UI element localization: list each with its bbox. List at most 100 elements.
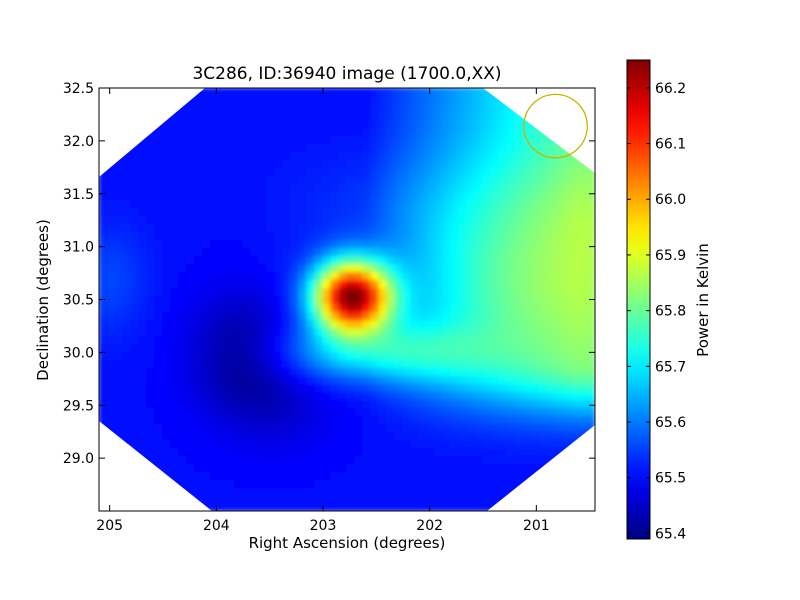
heatmap-cell [426, 286, 436, 297]
heatmap-cell [482, 215, 492, 225]
heatmap-cell [186, 151, 196, 161]
heatmap-cell [178, 247, 188, 257]
heatmap-cell [226, 502, 236, 511]
heatmap-cell [426, 231, 436, 241]
heatmap-cell [338, 88, 348, 97]
heatmap-cell [242, 342, 252, 352]
heatmap-cell [554, 111, 564, 121]
heatmap-cell [258, 231, 268, 241]
heatmap-cell [530, 247, 540, 257]
heatmap-cell [99, 486, 108, 496]
heatmap-cell [186, 310, 196, 321]
heatmap-cell [410, 374, 420, 384]
heatmap-cell [162, 199, 172, 209]
heatmap-cell [458, 366, 468, 376]
heatmap-cell [362, 398, 372, 408]
heatmap-cell [178, 119, 188, 129]
heatmap-cell [234, 334, 244, 344]
heatmap-cell [170, 88, 180, 97]
heatmap-cell [474, 167, 484, 177]
heatmap-cell [570, 366, 580, 376]
heatmap-cell [354, 175, 364, 185]
heatmap-cell [162, 223, 172, 233]
heatmap-cell [330, 135, 340, 145]
heatmap-cell [346, 159, 356, 169]
heatmap-cell [274, 350, 284, 360]
heatmap-cell [506, 119, 516, 129]
heatmap-cell [514, 446, 524, 456]
heatmap-cell [578, 390, 588, 400]
heatmap-cell [218, 318, 228, 329]
heatmap-cell [330, 191, 340, 201]
heatmap-cell [402, 374, 412, 384]
heatmap-cell [474, 294, 484, 305]
heatmap-cell [426, 454, 436, 464]
heatmap-cell [314, 494, 324, 504]
heatmap-cell [458, 390, 468, 400]
heatmap-cell [202, 502, 212, 511]
heatmap-cell [514, 262, 524, 273]
heatmap-cell [490, 454, 500, 464]
heatmap-cell [274, 239, 284, 249]
heatmap-cell [330, 334, 340, 344]
heatmap-cell [99, 470, 108, 480]
heatmap-cell [266, 88, 276, 97]
heatmap-cell [242, 326, 252, 337]
heatmap-cell [114, 159, 124, 169]
heatmap-cell [442, 374, 452, 384]
heatmap-cell [298, 366, 308, 376]
heatmap-cell [354, 334, 364, 344]
heatmap-cell [194, 294, 204, 305]
heatmap-cell [250, 502, 260, 511]
heatmap-cell [290, 278, 300, 289]
heatmap-cell [138, 334, 148, 344]
heatmap-cell [394, 239, 404, 249]
heatmap-cell [514, 334, 524, 344]
heatmap-cell [346, 223, 356, 233]
heatmap-cell [506, 366, 516, 376]
heatmap-cell [434, 398, 444, 408]
heatmap-cell [266, 207, 276, 217]
heatmap-cell [586, 358, 595, 368]
heatmap-cell [570, 390, 580, 400]
heatmap-cell [442, 95, 452, 105]
heatmap-cell [99, 262, 108, 273]
heatmap-cell [138, 422, 148, 432]
heatmap-cell [402, 478, 412, 488]
heatmap-cell [370, 247, 380, 257]
heatmap-cell [162, 143, 172, 153]
heatmap-cell [418, 159, 428, 169]
heatmap-cell [418, 119, 428, 129]
heatmap-cell [274, 119, 284, 129]
heatmap-cell [506, 486, 516, 496]
heatmap-cell [562, 135, 572, 145]
heatmap-cell [426, 262, 436, 273]
heatmap-cell [282, 430, 292, 440]
heatmap-cell [466, 270, 476, 281]
heatmap-cell [122, 215, 132, 225]
heatmap-cell [274, 390, 284, 400]
heatmap-cell [178, 438, 188, 448]
heatmap-cell [242, 414, 252, 424]
heatmap-cell [490, 127, 500, 137]
heatmap-cell [162, 398, 172, 408]
heatmap-cell [99, 239, 108, 249]
heatmap-cell [250, 430, 260, 440]
heatmap-cell [242, 462, 252, 472]
heatmap-cell [234, 366, 244, 376]
heatmap-cell [530, 199, 540, 209]
heatmap-cell [242, 127, 252, 137]
heatmap-cell [506, 390, 516, 400]
heatmap-cell [250, 127, 260, 137]
heatmap-cell [514, 255, 524, 265]
heatmap-cell [178, 326, 188, 337]
heatmap-cell [402, 278, 412, 289]
heatmap-cell [370, 119, 380, 129]
heatmap-cell [202, 446, 212, 456]
heatmap-cell [154, 486, 164, 496]
heatmap-cell [202, 398, 212, 408]
heatmap-cell [394, 470, 404, 480]
heatmap-cell [178, 318, 188, 329]
heatmap-cell [106, 223, 116, 233]
heatmap-cell [554, 318, 564, 329]
